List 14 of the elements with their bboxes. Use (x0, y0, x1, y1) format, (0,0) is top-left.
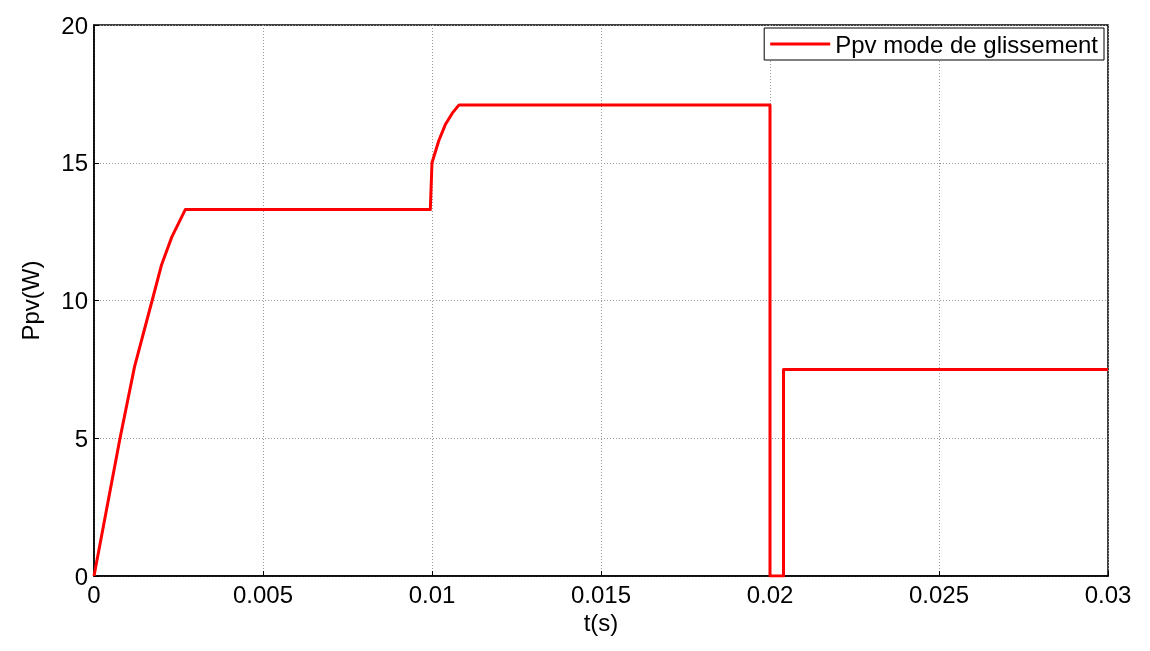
y-tick-label: 15 (61, 149, 88, 177)
x-tick-label: 0.02 (746, 580, 794, 608)
y-tick-label: 10 (61, 287, 88, 314)
y-axis-title: Ppv(W) (16, 260, 44, 341)
x-tick-label: 0.025 (908, 580, 970, 608)
x-axis-title: t(s) (583, 609, 619, 637)
y-tick-label: 20 (61, 11, 88, 39)
x-tick-label: 0.03 (1084, 580, 1132, 608)
x-tick-label: 0.005 (232, 580, 294, 608)
legend-label: Ppv mode de glissement (835, 30, 1099, 58)
x-tick-label: 0.01 (408, 580, 456, 608)
x-tick-label: 0.015 (570, 580, 632, 608)
y-tick-label: 5 (74, 424, 88, 452)
y-tick-label: 0 (74, 562, 88, 590)
